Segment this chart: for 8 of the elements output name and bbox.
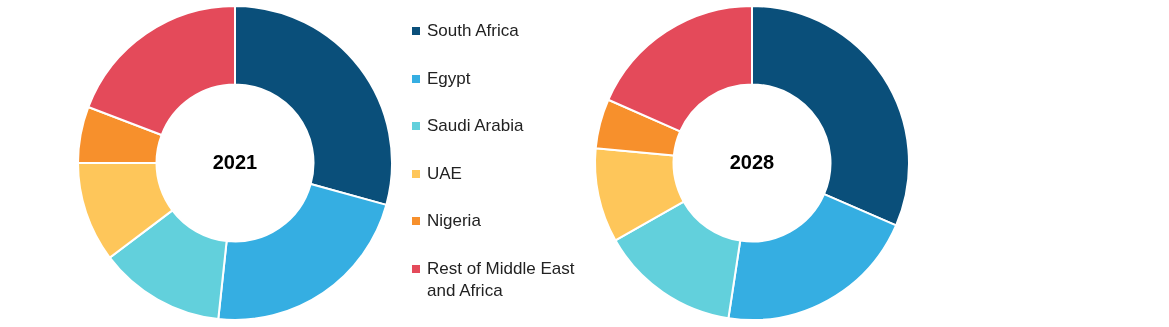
legend-label: Saudi Arabia: [427, 115, 525, 137]
legend-label: Egypt: [427, 67, 472, 90]
legend-label: South Africa: [427, 20, 520, 42]
legend-label: Rest of Middle East and Africa: [427, 257, 576, 302]
legend-label: Nigeria: [427, 210, 482, 232]
slice-label: 2021: [212, 150, 258, 173]
legend-label: UAE: [427, 162, 463, 185]
slice-label: 2028: [729, 150, 775, 173]
